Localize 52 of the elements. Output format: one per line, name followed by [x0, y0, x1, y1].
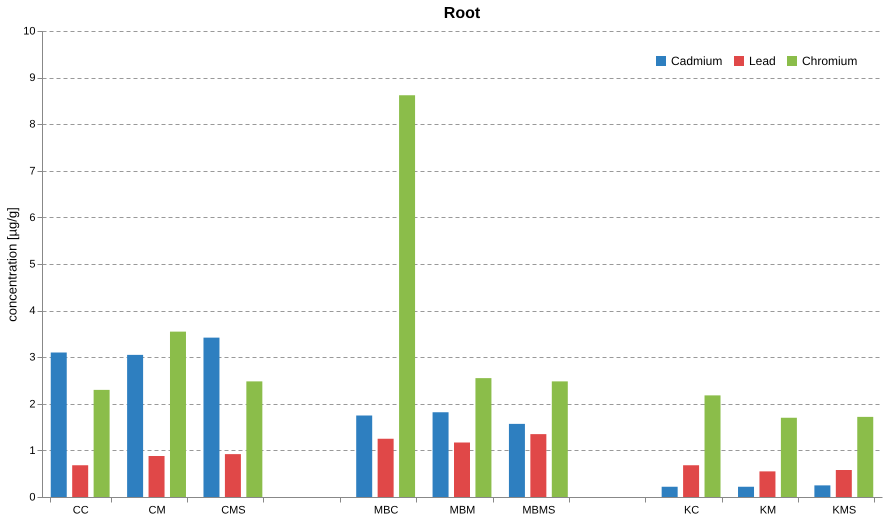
bar [475, 378, 492, 497]
chart-title: Root [444, 5, 481, 22]
bar [508, 424, 525, 497]
bar [50, 352, 67, 497]
y-tick-label: 9 [29, 72, 36, 84]
x-tick-label: KC [684, 504, 700, 516]
bar [662, 486, 678, 497]
x-tick-label: CM [148, 504, 166, 516]
bar [148, 456, 165, 497]
bar [356, 415, 372, 497]
bar [94, 390, 110, 497]
y-tick-label: 0 [29, 492, 36, 504]
bar [399, 95, 416, 497]
x-tick-label: CMS [221, 504, 246, 516]
bar [857, 416, 874, 497]
y-tick-label: 4 [29, 305, 36, 318]
y-tick-label: 6 [29, 212, 36, 224]
bar [738, 486, 754, 497]
bar [530, 434, 546, 497]
bar [836, 470, 852, 497]
bar [704, 395, 721, 497]
y-axis-title: concentration [µg/g] [4, 207, 20, 322]
bar [552, 381, 568, 497]
bar [454, 442, 470, 497]
legend-label: Lead [749, 54, 776, 68]
y-tick-label: 10 [23, 26, 36, 38]
x-tick-label: MBM [450, 504, 476, 516]
bar [814, 485, 830, 497]
y-tick-label: 5 [29, 258, 36, 270]
bar [683, 465, 700, 497]
bar [224, 454, 241, 497]
x-tick-label: KMS [832, 504, 856, 516]
x-tick-label: MBMS [522, 504, 556, 516]
bar [780, 418, 797, 497]
y-tick-label: 8 [29, 118, 36, 131]
bar [432, 412, 449, 497]
bar [170, 332, 186, 497]
y-tick-label: 3 [29, 352, 36, 364]
x-tick-label: KM [760, 504, 776, 516]
x-tick-label: MBC [374, 504, 398, 516]
y-tick-label: 2 [29, 398, 36, 410]
legend-label: Cadmium [671, 54, 722, 68]
bar [378, 438, 394, 497]
x-tick-label: CC [72, 504, 89, 516]
bar [72, 465, 88, 497]
y-tick-label: 7 [29, 165, 36, 178]
bar [246, 381, 262, 497]
bar [759, 471, 776, 497]
legend-label: Chromium [802, 54, 858, 68]
bar [127, 354, 144, 497]
y-tick-label: 1 [29, 444, 36, 457]
bar [203, 338, 220, 497]
